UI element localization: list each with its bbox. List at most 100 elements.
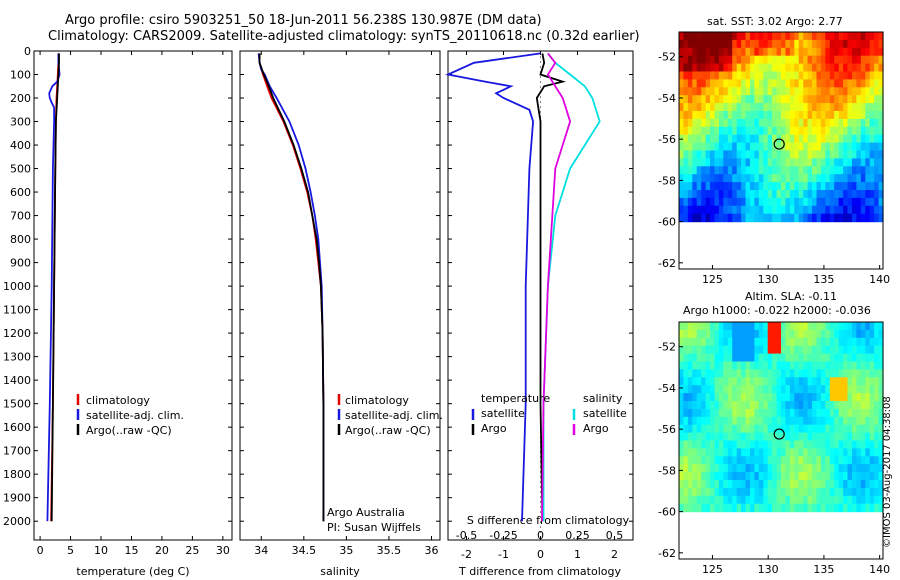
- sla-map-cell: [714, 495, 720, 505]
- sla-map-title: Altim. SLA: -0.11: [745, 290, 838, 303]
- sst-map-cell: [847, 190, 853, 199]
- sla-map-cell: [794, 424, 800, 434]
- depth-tick-label: 200: [10, 92, 31, 105]
- sla-map-cell: [714, 503, 720, 513]
- sla-map-cell: [754, 424, 760, 434]
- sst-map-cell: [705, 47, 711, 57]
- sst-map-cell: [874, 87, 880, 96]
- tdiff-x-tick-label: 1: [574, 548, 581, 561]
- sst-map-cell: [794, 103, 800, 112]
- sst-map-cell: [723, 79, 729, 88]
- sst-map-cell: [763, 103, 769, 112]
- sst-map-cell: [736, 134, 742, 144]
- sla-map-cell: [847, 424, 853, 434]
- sla-map-cell: [794, 456, 800, 465]
- sst-map-cell: [683, 190, 689, 199]
- sst-map-cell: [834, 71, 840, 80]
- sla-map-cell: [789, 408, 795, 418]
- sla-map-cell: [874, 472, 880, 481]
- temperature-legend-label: Argo(..raw -QC): [86, 424, 172, 437]
- sst-map-cell: [843, 190, 849, 199]
- sla-map-cell: [772, 503, 778, 513]
- sla-map-cell: [772, 440, 778, 449]
- sst-map-cell: [696, 63, 702, 73]
- sla-map-cell: [852, 448, 857, 457]
- sla-map-cell: [767, 322, 773, 331]
- sla-map-cell: [829, 456, 835, 465]
- sla-map-cell: [878, 424, 884, 434]
- sla-map-cell: [825, 337, 831, 347]
- sla-map-cell: [803, 432, 809, 442]
- sst-map-cell: [838, 190, 844, 199]
- tdiff-x-tick-label: 2: [611, 548, 618, 561]
- sst-map-cell: [714, 63, 720, 73]
- sla-map-cell: [803, 416, 809, 426]
- sst-map-cell: [781, 32, 786, 41]
- sst-map-cell: [710, 182, 715, 191]
- sla-map-cell: [727, 377, 733, 386]
- sst-map-cell: [679, 158, 684, 167]
- sla-map-cell: [789, 337, 795, 347]
- sst-map-cell: [754, 71, 760, 80]
- sst-map-cell: [758, 166, 764, 175]
- sst-map-cell: [874, 111, 880, 120]
- sla-map-cell: [758, 329, 764, 339]
- sst-map-cell: [816, 142, 822, 152]
- sla-map-cell: [860, 369, 866, 378]
- sla-map-cell: [825, 472, 831, 481]
- sst-map-cell: [807, 71, 813, 80]
- sst-map-cell: [754, 39, 760, 49]
- sla-map-cell: [687, 393, 693, 402]
- sla-map-cell: [816, 480, 822, 489]
- sst-map-cell: [820, 79, 826, 88]
- sla-map-cell: [789, 503, 795, 513]
- sla-map-cell: [727, 424, 733, 434]
- sla-map-cell: [829, 329, 835, 339]
- sst-map-cell: [732, 190, 738, 199]
- sla-map-cell: [838, 401, 844, 410]
- sla-map-cell: [745, 369, 751, 378]
- sst-map-cell: [829, 39, 835, 49]
- sst-map-cell: [865, 95, 871, 104]
- sla-map-cell: [692, 393, 698, 402]
- sla-map-cell: [714, 464, 720, 473]
- sla-map-cell: [874, 337, 880, 347]
- sst-map-cell: [789, 32, 795, 41]
- sla-map-cell: [838, 369, 844, 378]
- sst-map-cell: [812, 150, 817, 159]
- sla-map-cell: [683, 369, 689, 378]
- sst-map-cell: [878, 174, 884, 183]
- sla-map-cell: [741, 480, 747, 489]
- sla-map-cell: [820, 472, 826, 481]
- sst-map-cell: [847, 32, 853, 41]
- sst-map-cell: [705, 166, 711, 175]
- sst-map-cell: [687, 32, 693, 41]
- sst-map-cell: [741, 39, 747, 49]
- sst-map-cell: [803, 39, 809, 49]
- sla-map-cell: [714, 369, 720, 378]
- sla-map-cell: [847, 329, 853, 339]
- sla-map-cell: [789, 361, 795, 370]
- sla-map-cell: [785, 337, 791, 347]
- sst-map-cell: [772, 126, 778, 136]
- sst-map-cell: [789, 166, 795, 175]
- sla-map-cell: [679, 401, 684, 410]
- sst-map-cell: [803, 205, 809, 215]
- sla-map-cell: [718, 456, 724, 465]
- sst-map-cell: [834, 103, 840, 112]
- sst-map-cell: [865, 87, 871, 96]
- sst-map-cell: [789, 103, 795, 112]
- sla-map-cell: [745, 432, 751, 442]
- sst-map-y-tick-label: -60: [658, 216, 676, 229]
- sst-map-cell: [727, 205, 733, 215]
- sla-map-x-tick-label: 130: [758, 563, 779, 576]
- sla-map-cell: [701, 456, 707, 465]
- sst-map-cell: [679, 111, 684, 120]
- sla-map-cell: [794, 353, 800, 363]
- sla-map-cell: [767, 495, 773, 505]
- sla-map-cell: [838, 337, 844, 347]
- sla-map-cell: [723, 322, 729, 331]
- sst-map-cell: [683, 182, 689, 191]
- sla-map-cell: [701, 472, 707, 481]
- sla-map-cell: [750, 401, 755, 410]
